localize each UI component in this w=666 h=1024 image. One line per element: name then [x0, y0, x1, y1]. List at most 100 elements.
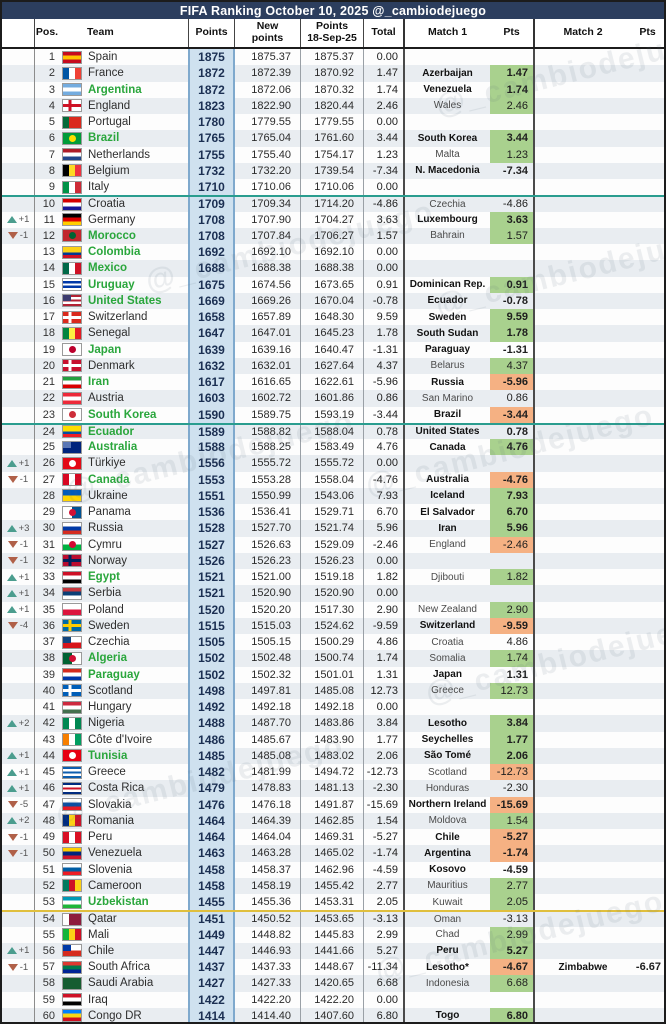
- down-arrow-icon: [7, 849, 18, 857]
- points-cell: 1780: [188, 114, 235, 131]
- match1-opponent: Switzerland: [419, 620, 476, 632]
- table-row: -1 12 Morocco 1708 1707.84 1706.27 1.57 Bahrain…: [2, 227, 664, 244]
- total-cell: 9.59: [364, 309, 405, 326]
- new-points-cell: 1647.01: [235, 325, 301, 342]
- prev-points-cell: 1483.90: [301, 731, 364, 748]
- match1-pts: -3.44: [490, 406, 535, 423]
- rank-position: 35: [42, 603, 55, 616]
- points-cell: 1427: [188, 975, 235, 992]
- match2-pts: [631, 780, 664, 796]
- match2-opponent: [535, 634, 631, 650]
- flag-icon: [62, 180, 82, 194]
- new-points-cell: 1515.03: [235, 617, 301, 634]
- team-cell: Denmark: [59, 358, 188, 374]
- match1-opponent: [405, 553, 490, 569]
- table-row: 21 Iran 1617 1616.65 1622.61 -5.96 Russia -5.96: [2, 374, 664, 391]
- match1-pts: 0.91: [490, 276, 535, 293]
- match2-opponent: [535, 975, 631, 991]
- match1-opponent: [405, 260, 490, 276]
- team-name: Iran: [88, 376, 110, 389]
- total-cell: -11.34: [364, 959, 405, 976]
- new-points-cell: 1458.37: [235, 861, 301, 878]
- match1-pts: 1.31: [490, 666, 535, 683]
- flag-icon: [62, 310, 82, 324]
- total-cell: 0.00: [364, 244, 405, 261]
- rank-move-cell: [2, 504, 35, 521]
- points-cell: 1515: [188, 617, 235, 634]
- points-cell: 1449: [188, 926, 235, 943]
- flag-icon: [62, 538, 82, 552]
- match1-pts: -0.78: [490, 292, 535, 309]
- col-header-points: Points: [188, 19, 235, 47]
- match2-opponent: [535, 927, 631, 943]
- team-cell: Japan: [59, 342, 188, 358]
- prev-points-cell: 1481.13: [301, 780, 364, 797]
- prev-points-cell: 1875.37: [301, 49, 364, 66]
- total-cell: 0.91: [364, 276, 405, 293]
- team-cell: Congo DR: [59, 1008, 188, 1022]
- rank-move-cell: +1: [2, 780, 35, 797]
- match1-opponent: Lesotho: [428, 717, 467, 729]
- team-cell: Scotland: [59, 683, 188, 699]
- flag-icon: [62, 343, 82, 357]
- prev-points-cell: 1761.60: [301, 130, 364, 147]
- new-points-cell: 1616.65: [235, 374, 301, 391]
- team-name: Poland: [88, 603, 124, 616]
- rank-move-cell: [2, 634, 35, 651]
- page-title: FIFA Ranking October 10, 2025 @_cambiode…: [2, 2, 664, 19]
- match1-pts: -3.13: [490, 912, 535, 927]
- rank-move-cell: [2, 341, 35, 358]
- match1-pts: -2.30: [490, 780, 535, 797]
- match1-opponent: Greece: [431, 685, 464, 697]
- match2-pts: [631, 130, 664, 146]
- points-cell: 1455: [188, 894, 235, 911]
- match1-pts: [490, 260, 535, 277]
- team-name: Australia: [88, 441, 138, 454]
- points-cell: 1498: [188, 682, 235, 699]
- rank-move-cell: +2: [2, 715, 35, 732]
- match2-opponent: [535, 228, 631, 244]
- team-name: Norway: [88, 554, 127, 567]
- match2-opponent: [535, 829, 631, 845]
- match1-pts: 6.70: [490, 504, 535, 521]
- points-cell: 1447: [188, 942, 235, 959]
- total-cell: 1.23: [364, 146, 405, 163]
- rank-move-value: +1: [18, 782, 30, 794]
- team-name: Hungary: [88, 701, 132, 714]
- flag-icon: [62, 375, 82, 389]
- match1-pts: -1.31: [490, 341, 535, 358]
- prev-points-cell: 1491.87: [301, 796, 364, 813]
- rank-position: 44: [42, 749, 55, 762]
- new-points-cell: 1520.20: [235, 601, 301, 618]
- table-row: 1 Spain 1875 1875.37 1875.37 0.00: [2, 49, 664, 66]
- new-points-cell: 1872.06: [235, 81, 301, 98]
- match2-opponent: [535, 667, 631, 683]
- match2-opponent: [535, 715, 631, 731]
- prev-points-cell: 1601.86: [301, 390, 364, 407]
- match2-opponent: [535, 683, 631, 699]
- team-name: Tunisia: [88, 749, 128, 762]
- new-points-cell: 1422.20: [235, 991, 301, 1008]
- match1-opponent: [405, 699, 490, 715]
- rank-move-value: -1: [19, 230, 29, 242]
- match2-pts: [631, 927, 664, 943]
- points-cell: 1553: [188, 471, 235, 488]
- match1-pts: 2.05: [490, 894, 535, 911]
- table-row: 38 Algeria 1502 1502.48 1500.74 1.74 Somalia 1.…: [2, 650, 664, 667]
- table-row: 39 Paraguay 1502 1502.32 1501.01 1.31 Japan 1.3…: [2, 666, 664, 683]
- match1-opponent: Iceland: [430, 490, 465, 502]
- rank-move-value: +2: [18, 815, 30, 827]
- new-points-cell: 1550.99: [235, 487, 301, 504]
- match2-pts: [631, 49, 664, 65]
- prev-points-cell: 1519.18: [301, 569, 364, 586]
- up-arrow-icon: [6, 573, 17, 581]
- prev-points-cell: 1645.23: [301, 325, 364, 342]
- match2-pts: [631, 667, 664, 683]
- match2-opponent: [535, 618, 631, 634]
- points-cell: 1458: [188, 877, 235, 894]
- table-row: 15 Uruguay 1675 1674.56 1673.65 0.91 Dominican…: [2, 276, 664, 293]
- team-name: Türkiye: [88, 457, 126, 470]
- team-name: England: [88, 99, 131, 112]
- rank-position: 47: [42, 798, 55, 811]
- rank-move-cell: [2, 179, 35, 196]
